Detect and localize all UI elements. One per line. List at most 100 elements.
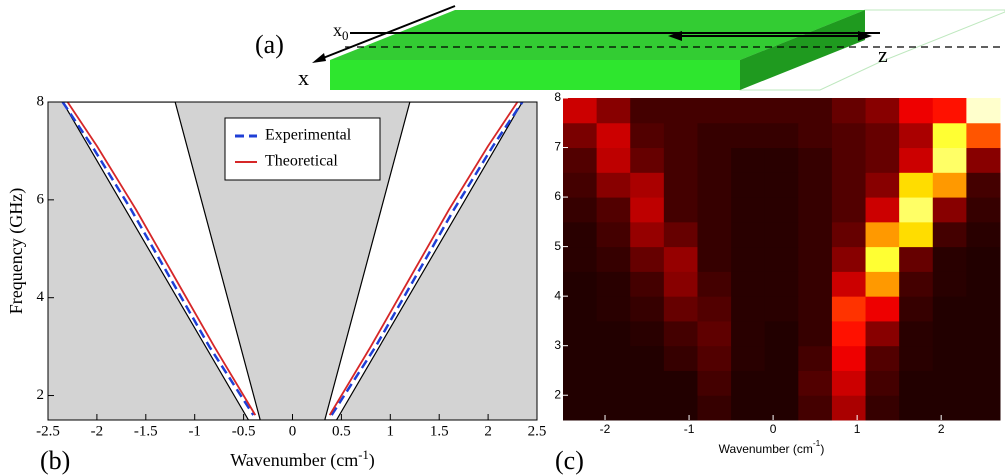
legend-label: Theoretical [265,153,338,170]
heatmap-cell [764,370,799,396]
heatmap-cell [899,98,934,124]
heatmap-cell [865,320,900,347]
heatmap-cell [630,147,665,173]
heatmap-cell [630,271,665,297]
heatmap-cell [563,296,598,322]
arrow-head [312,53,326,63]
heatmap-cell [630,172,665,198]
heatmap-cell [697,271,732,297]
heatmap-cell [764,221,799,248]
x-axis-label-superscript: -1 [813,438,821,448]
heatmap-cell [798,271,833,297]
heatmap-cell [831,320,867,347]
heatmap-cell [865,395,900,421]
y-tick-label: 2 [37,387,45,403]
heatmap-cell [865,172,900,198]
heatmap-cell [596,122,631,149]
heatmap-cell [932,395,967,421]
heatmap-cell [831,246,867,272]
heatmap-cell [731,147,766,173]
heatmap-cell [697,395,732,421]
heatmap-cell [966,320,1001,347]
heatmap-cell [798,345,833,371]
x-axis-label-text: Wavenumber (cm [719,442,813,456]
heatmap-cell [630,395,665,421]
x-tick-label: 0 [289,423,297,439]
heatmap-cell [630,197,665,223]
x-tick-label: 2 [938,422,945,436]
heatmap-cell [899,172,934,198]
heatmap-cell [865,98,900,124]
heatmap-cell [932,271,967,297]
heatmap-cell [764,246,799,272]
heatmap-cell [899,370,934,396]
axis-label: z [878,42,888,67]
heatmap-cell [865,370,900,396]
plot-area [61,102,524,420]
heatmap-cell [596,221,631,248]
heatmap-cell [966,345,1001,371]
heatmap-cell [697,320,732,347]
heatmap-cell [563,345,598,371]
heatmap-cell [966,296,1001,322]
heatmap-cell [798,370,833,396]
offset-label: x0 [333,20,349,43]
y-tick-label: 6 [554,189,561,203]
heatmap-cell [764,345,799,371]
x-axis-label-suffix: ) [369,450,375,471]
x-tick-label: 2.5 [528,423,547,439]
heatmap-cell [630,370,665,396]
heatmap-cell [831,221,867,248]
x-tick-label: -2.5 [36,423,60,439]
heatmap-cell [563,172,598,198]
x-axis-label: Wavenumber (cm-1) [719,438,825,456]
heatmap-cell [831,147,867,173]
heatmap-cell [764,197,799,223]
y-tick-label: 8 [37,93,45,109]
heatmap-cell [932,320,967,347]
heatmap-cell [764,172,799,198]
heatmap-cell [831,271,867,297]
heatmap-cell [731,197,766,223]
heatmap-cell [731,221,766,248]
x-axis-label: Wavenumber (cm-1) [230,448,375,471]
x-tick-label: -2 [600,422,611,436]
x-tick-label: 1 [854,422,861,436]
heatmap-cell [764,147,799,173]
heatmap-cell [731,370,766,396]
series-line [66,102,519,416]
heatmap-cell [663,246,698,272]
heatmap-cell [731,345,766,371]
heatmap-cell [966,395,1001,421]
x-tick-label: 1 [387,423,395,439]
x-tick-label: -2 [91,423,104,439]
heatmap-cell [596,370,631,396]
heatmap-cell [731,271,766,297]
heatmap-cell [899,345,934,371]
heatmap-cell [663,172,698,198]
heatmap-cell [932,246,967,272]
heatmap-cell [563,197,598,223]
heatmap-cell [731,98,766,124]
offset-subscript: 0 [342,28,349,43]
series-line [61,102,524,416]
heatmap-cell [932,98,967,124]
x-tick-label: -1 [684,422,695,436]
heatmap-cell [798,320,833,347]
heatmap-cell [697,221,732,248]
heatmap-cell [731,246,766,272]
y-tick-label: 4 [554,288,561,302]
heatmap-cell [899,147,934,173]
y-axis-label: Frequency (GHz) [6,188,27,314]
heatmap-cell [764,296,799,322]
heatmap-cell [831,122,867,149]
heatmap-cell [596,271,631,297]
y-tick-label: 7 [554,140,561,154]
heatmap-cell [663,122,698,149]
heatmap-cell [966,122,1001,149]
heatmap-cell [563,271,598,297]
heatmap-cell [563,395,598,421]
heatmap-cell [563,320,598,347]
heatmap-cell [932,345,967,371]
